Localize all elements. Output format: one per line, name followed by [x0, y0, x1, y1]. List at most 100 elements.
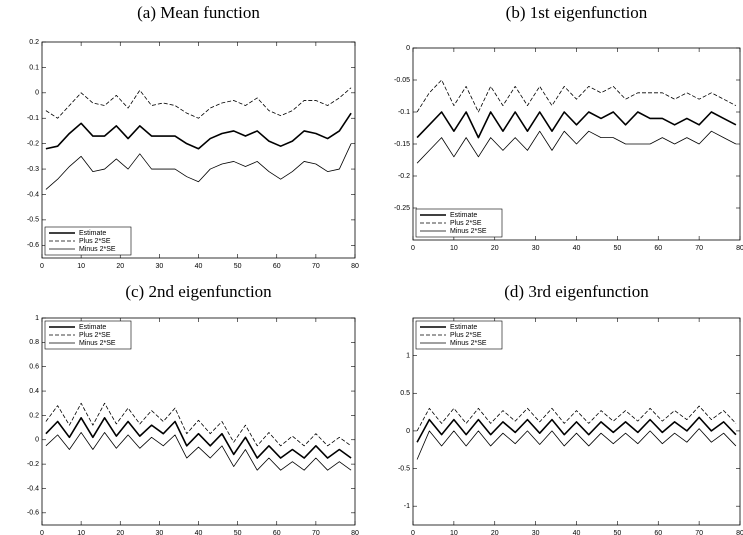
series-line: [416, 79, 737, 113]
x-tick-label: 40: [195, 530, 203, 535]
chart-title: (c) 2nd eigenfunction: [125, 282, 272, 301]
x-tick-label: 70: [312, 263, 320, 270]
y-tick-label: -1: [404, 503, 410, 510]
x-tick-label: 60: [273, 530, 281, 535]
legend-label: Plus 2*SE: [79, 238, 111, 245]
y-tick-label: -0.6: [27, 510, 39, 517]
y-tick-label: 0.4: [29, 388, 39, 395]
x-tick-label: 20: [116, 530, 124, 535]
y-tick-label: -0.15: [394, 141, 410, 148]
y-tick-label: 0.8: [29, 339, 39, 346]
x-tick-label: 30: [532, 530, 540, 535]
legend-label: Minus 2*SE: [450, 340, 487, 347]
y-tick-label: 0.2: [29, 412, 39, 419]
x-tick-label: 80: [736, 245, 743, 252]
x-tick-label: 40: [195, 263, 203, 270]
y-tick-label: 1: [35, 315, 39, 322]
legend-label: Estimate: [79, 230, 106, 237]
y-tick-label: 0: [35, 90, 39, 97]
x-tick-label: 60: [654, 530, 662, 535]
legend-label: Minus 2*SE: [450, 228, 487, 235]
y-tick-label: 0.6: [29, 364, 39, 371]
x-tick-label: 20: [491, 530, 499, 535]
x-tick-label: 70: [695, 530, 703, 535]
y-tick-label: 0.2: [29, 39, 39, 46]
legend-label: Plus 2*SE: [79, 332, 111, 339]
chart-title: (d) 3rd eigenfunction: [504, 282, 649, 301]
x-tick-label: 10: [77, 530, 85, 535]
y-tick-label: 0: [35, 437, 39, 444]
y-tick-label: -0.4: [27, 191, 39, 198]
x-tick-label: 70: [695, 245, 703, 252]
x-tick-label: 70: [312, 530, 320, 535]
series-line: [416, 405, 737, 432]
legend-box: [44, 320, 132, 350]
x-tick-label: 0: [40, 263, 44, 270]
legend-label: Estimate: [79, 324, 106, 331]
series-line: [45, 402, 352, 447]
y-tick-label: 0.5: [400, 390, 410, 397]
x-tick-label: 0: [411, 245, 415, 252]
series-line: [45, 87, 352, 119]
y-tick-label: -0.05: [394, 77, 410, 84]
legend-label: Plus 2*SE: [450, 220, 482, 227]
legend-label: Minus 2*SE: [79, 246, 116, 253]
y-tick-label: -0.25: [394, 205, 410, 212]
x-tick-label: 10: [450, 245, 458, 252]
y-tick-label: -0.1: [398, 109, 410, 116]
x-tick-label: 30: [532, 245, 540, 252]
legend-label: Estimate: [450, 212, 477, 219]
legend-label: Estimate: [450, 324, 477, 331]
x-tick-label: 50: [613, 530, 621, 535]
y-tick-label: -0.2: [27, 140, 39, 147]
x-tick-label: 60: [654, 245, 662, 252]
y-tick-label: -0.5: [398, 465, 410, 472]
series-line: [45, 112, 352, 150]
x-tick-label: 0: [411, 530, 415, 535]
y-tick-label: 1: [406, 352, 410, 359]
plot-area: [41, 317, 356, 526]
x-tick-label: 10: [450, 530, 458, 535]
legend-label: Minus 2*SE: [79, 340, 116, 347]
legend-box: [44, 226, 132, 256]
series-line: [45, 417, 352, 459]
chart-title: (b) 1st eigenfunction: [506, 3, 648, 22]
series-line: [45, 143, 352, 190]
y-tick-label: 0.1: [29, 64, 39, 71]
x-tick-label: 40: [573, 245, 581, 252]
series-line: [45, 432, 352, 471]
legend-box: [415, 320, 503, 350]
series-line: [416, 428, 737, 460]
x-tick-label: 10: [77, 263, 85, 270]
y-tick-label: -0.1: [27, 115, 39, 122]
x-tick-label: 30: [155, 263, 163, 270]
series-line: [416, 416, 737, 443]
x-tick-label: 50: [234, 530, 242, 535]
x-tick-label: 0: [40, 530, 44, 535]
x-tick-label: 80: [736, 530, 743, 535]
x-tick-label: 80: [351, 263, 359, 270]
y-tick-label: -0.4: [27, 485, 39, 492]
series-line: [416, 130, 737, 164]
y-tick-label: -0.3: [27, 166, 39, 173]
legend-box: [415, 208, 503, 238]
x-tick-label: 20: [116, 263, 124, 270]
x-tick-label: 80: [351, 530, 359, 535]
y-tick-label: 0: [406, 45, 410, 52]
x-tick-label: 60: [273, 263, 281, 270]
y-tick-label: -0.2: [398, 173, 410, 180]
x-tick-label: 50: [613, 245, 621, 252]
plot-area: [41, 41, 356, 259]
x-tick-label: 50: [234, 263, 242, 270]
legend-label: Plus 2*SE: [450, 332, 482, 339]
chart-title: (a) Mean function: [137, 3, 260, 22]
y-tick-label: 0: [406, 428, 410, 435]
x-tick-label: 20: [491, 245, 499, 252]
y-tick-label: -0.5: [27, 217, 39, 224]
y-tick-label: -0.6: [27, 242, 39, 249]
x-tick-label: 30: [155, 530, 163, 535]
series-line: [416, 111, 737, 139]
y-tick-label: -0.2: [27, 461, 39, 468]
